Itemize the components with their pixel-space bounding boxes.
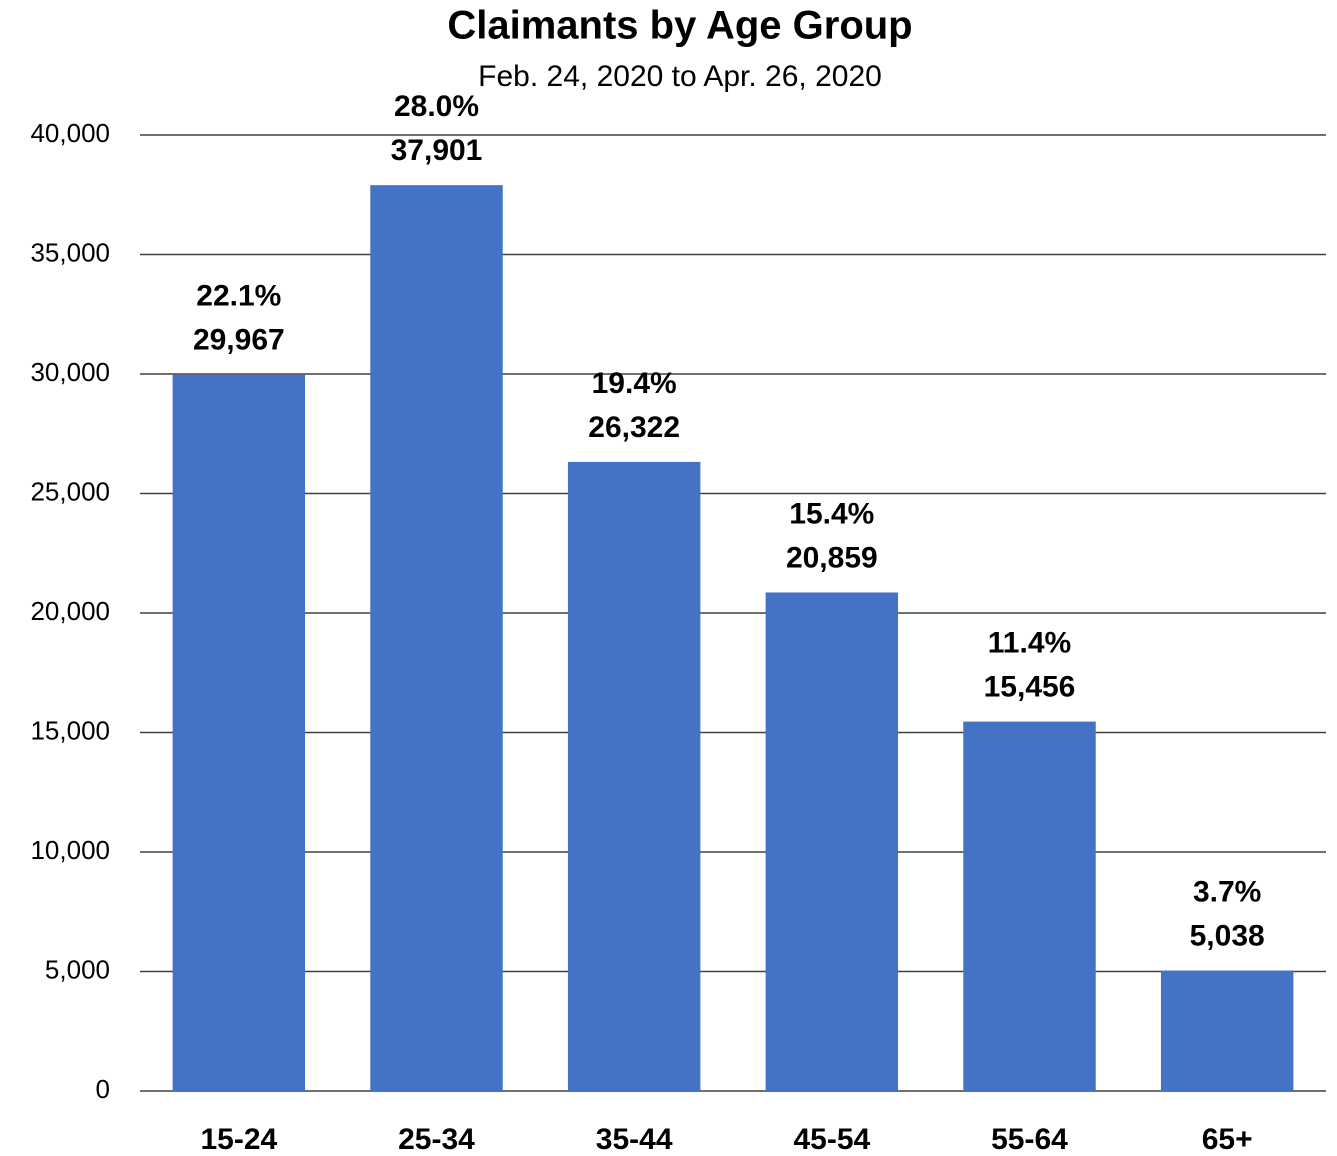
x-tick-label: 65+ (1202, 1123, 1253, 1156)
share-label: 19.4% (592, 367, 677, 400)
x-tick-label: 25-34 (398, 1123, 475, 1156)
chart-title: Claimants by Age Group (447, 4, 912, 48)
y-tick-label: 10,000 (30, 835, 110, 865)
x-tick-label: 35-44 (596, 1123, 673, 1156)
value-label: 5,038 (1190, 920, 1265, 953)
share-label: 28.0% (394, 90, 479, 123)
bar (1160, 970, 1294, 1091)
bar (567, 461, 701, 1092)
chart-subtitle: Feb. 24, 2020 to Apr. 26, 2020 (478, 60, 882, 93)
value-label: 15,456 (984, 671, 1076, 704)
bar (172, 374, 306, 1091)
y-tick-label: 25,000 (30, 476, 110, 506)
share-label: 15.4% (789, 497, 874, 530)
bar (370, 185, 503, 1091)
value-label: 26,322 (588, 411, 680, 444)
share-label: 3.7% (1193, 876, 1261, 909)
bar (963, 721, 1096, 1091)
value-label: 20,859 (786, 541, 878, 574)
x-tick-label: 55-64 (991, 1123, 1068, 1156)
x-tick-label: 45-54 (793, 1123, 870, 1156)
y-tick-label: 40,000 (30, 118, 110, 148)
share-label: 22.1% (196, 280, 281, 313)
y-tick-label: 0 (96, 1074, 110, 1104)
x-tick-label: 15-24 (200, 1123, 277, 1156)
y-tick-label: 20,000 (30, 596, 110, 626)
value-label: 37,901 (391, 134, 483, 167)
bar (765, 592, 899, 1091)
value-label: 29,967 (193, 324, 285, 357)
y-tick-label: 30,000 (30, 357, 110, 387)
y-tick-label: 15,000 (30, 715, 110, 745)
share-label: 11.4% (988, 627, 1071, 660)
y-tick-label: 5,000 (45, 954, 110, 984)
y-tick-label: 35,000 (30, 237, 110, 267)
